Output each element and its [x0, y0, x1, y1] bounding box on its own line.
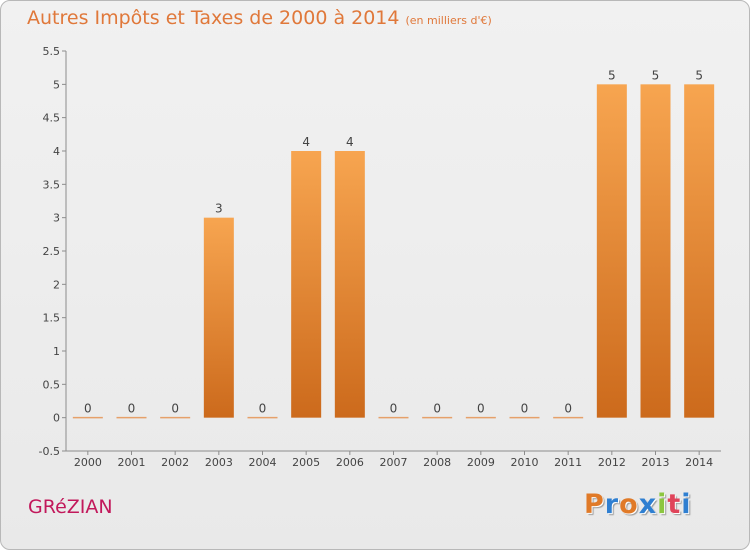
logo-letter: P [584, 489, 605, 520]
y-tick-label: 3.5 [43, 178, 61, 191]
place-name: GRéZIAN [28, 496, 113, 518]
bar-value-label: 0 [521, 402, 529, 416]
y-tick-label: -0.5 [39, 445, 60, 458]
x-tick-label: 2007 [380, 456, 408, 469]
x-tick-label: 2003 [205, 456, 233, 469]
chart-subtitle: (en milliers d'€) [405, 14, 492, 27]
bar [334, 151, 365, 418]
bar-value-label: 4 [302, 135, 310, 149]
bar-value-label: 0 [564, 402, 572, 416]
x-tick-label: 2011 [554, 456, 582, 469]
x-tick-label: 2010 [511, 456, 539, 469]
logo-letter: t [667, 489, 682, 520]
bar-value-label: 4 [346, 135, 354, 149]
bar [596, 84, 627, 418]
bar [684, 84, 715, 418]
y-tick-label: 5 [53, 78, 60, 91]
y-tick-label: 5.5 [43, 45, 61, 58]
bar-value-label: 0 [171, 402, 179, 416]
y-tick-label: 0 [53, 412, 60, 425]
x-tick-label: 2005 [292, 456, 320, 469]
bar-value-label: 0 [84, 402, 92, 416]
x-tick-label: 2004 [249, 456, 277, 469]
x-tick-label: 2001 [118, 456, 146, 469]
logo-letter: i [657, 489, 668, 520]
logo-letter: r [604, 489, 620, 520]
y-tick-label: 4 [53, 145, 60, 158]
x-tick-label: 2012 [598, 456, 626, 469]
bar-value-label: 0 [259, 402, 267, 416]
chart-title: Autres Impôts et Taxes de 2000 à 2014 (en… [27, 7, 492, 29]
y-tick-label: 4.5 [43, 112, 61, 125]
chart-title-text: Autres Impôts et Taxes de 2000 à 2014 [27, 7, 400, 29]
logo-letter: o [619, 489, 639, 520]
x-tick-label: 2002 [161, 456, 189, 469]
logo-letter: x [638, 489, 658, 520]
x-tick-label: 2000 [74, 456, 102, 469]
logo-letter: i [681, 489, 692, 520]
bar [640, 84, 671, 418]
bar-value-label: 5 [695, 68, 703, 82]
bar-value-label: 5 [608, 68, 616, 82]
x-tick-label: 2006 [336, 456, 364, 469]
y-tick-label: 1.5 [43, 312, 61, 325]
y-tick-label: 3 [53, 212, 60, 225]
bar-value-label: 0 [477, 402, 485, 416]
y-tick-label: 0.5 [43, 378, 61, 391]
y-tick-label: 1 [53, 345, 60, 358]
bar-value-label: 3 [215, 202, 223, 216]
bar [291, 151, 322, 418]
bar-value-label: 0 [390, 402, 398, 416]
proxiti-logo: Proxiti [584, 489, 692, 520]
bar-value-label: 0 [128, 402, 136, 416]
bar-value-label: 5 [652, 68, 660, 82]
y-tick-label: 2.5 [43, 245, 61, 258]
x-tick-label: 2013 [642, 456, 670, 469]
x-tick-label: 2009 [467, 456, 495, 469]
y-tick-label: 2 [53, 278, 60, 291]
bar [203, 217, 234, 418]
x-tick-label: 2014 [685, 456, 713, 469]
x-tick-label: 2008 [423, 456, 451, 469]
bar-value-label: 0 [433, 402, 441, 416]
